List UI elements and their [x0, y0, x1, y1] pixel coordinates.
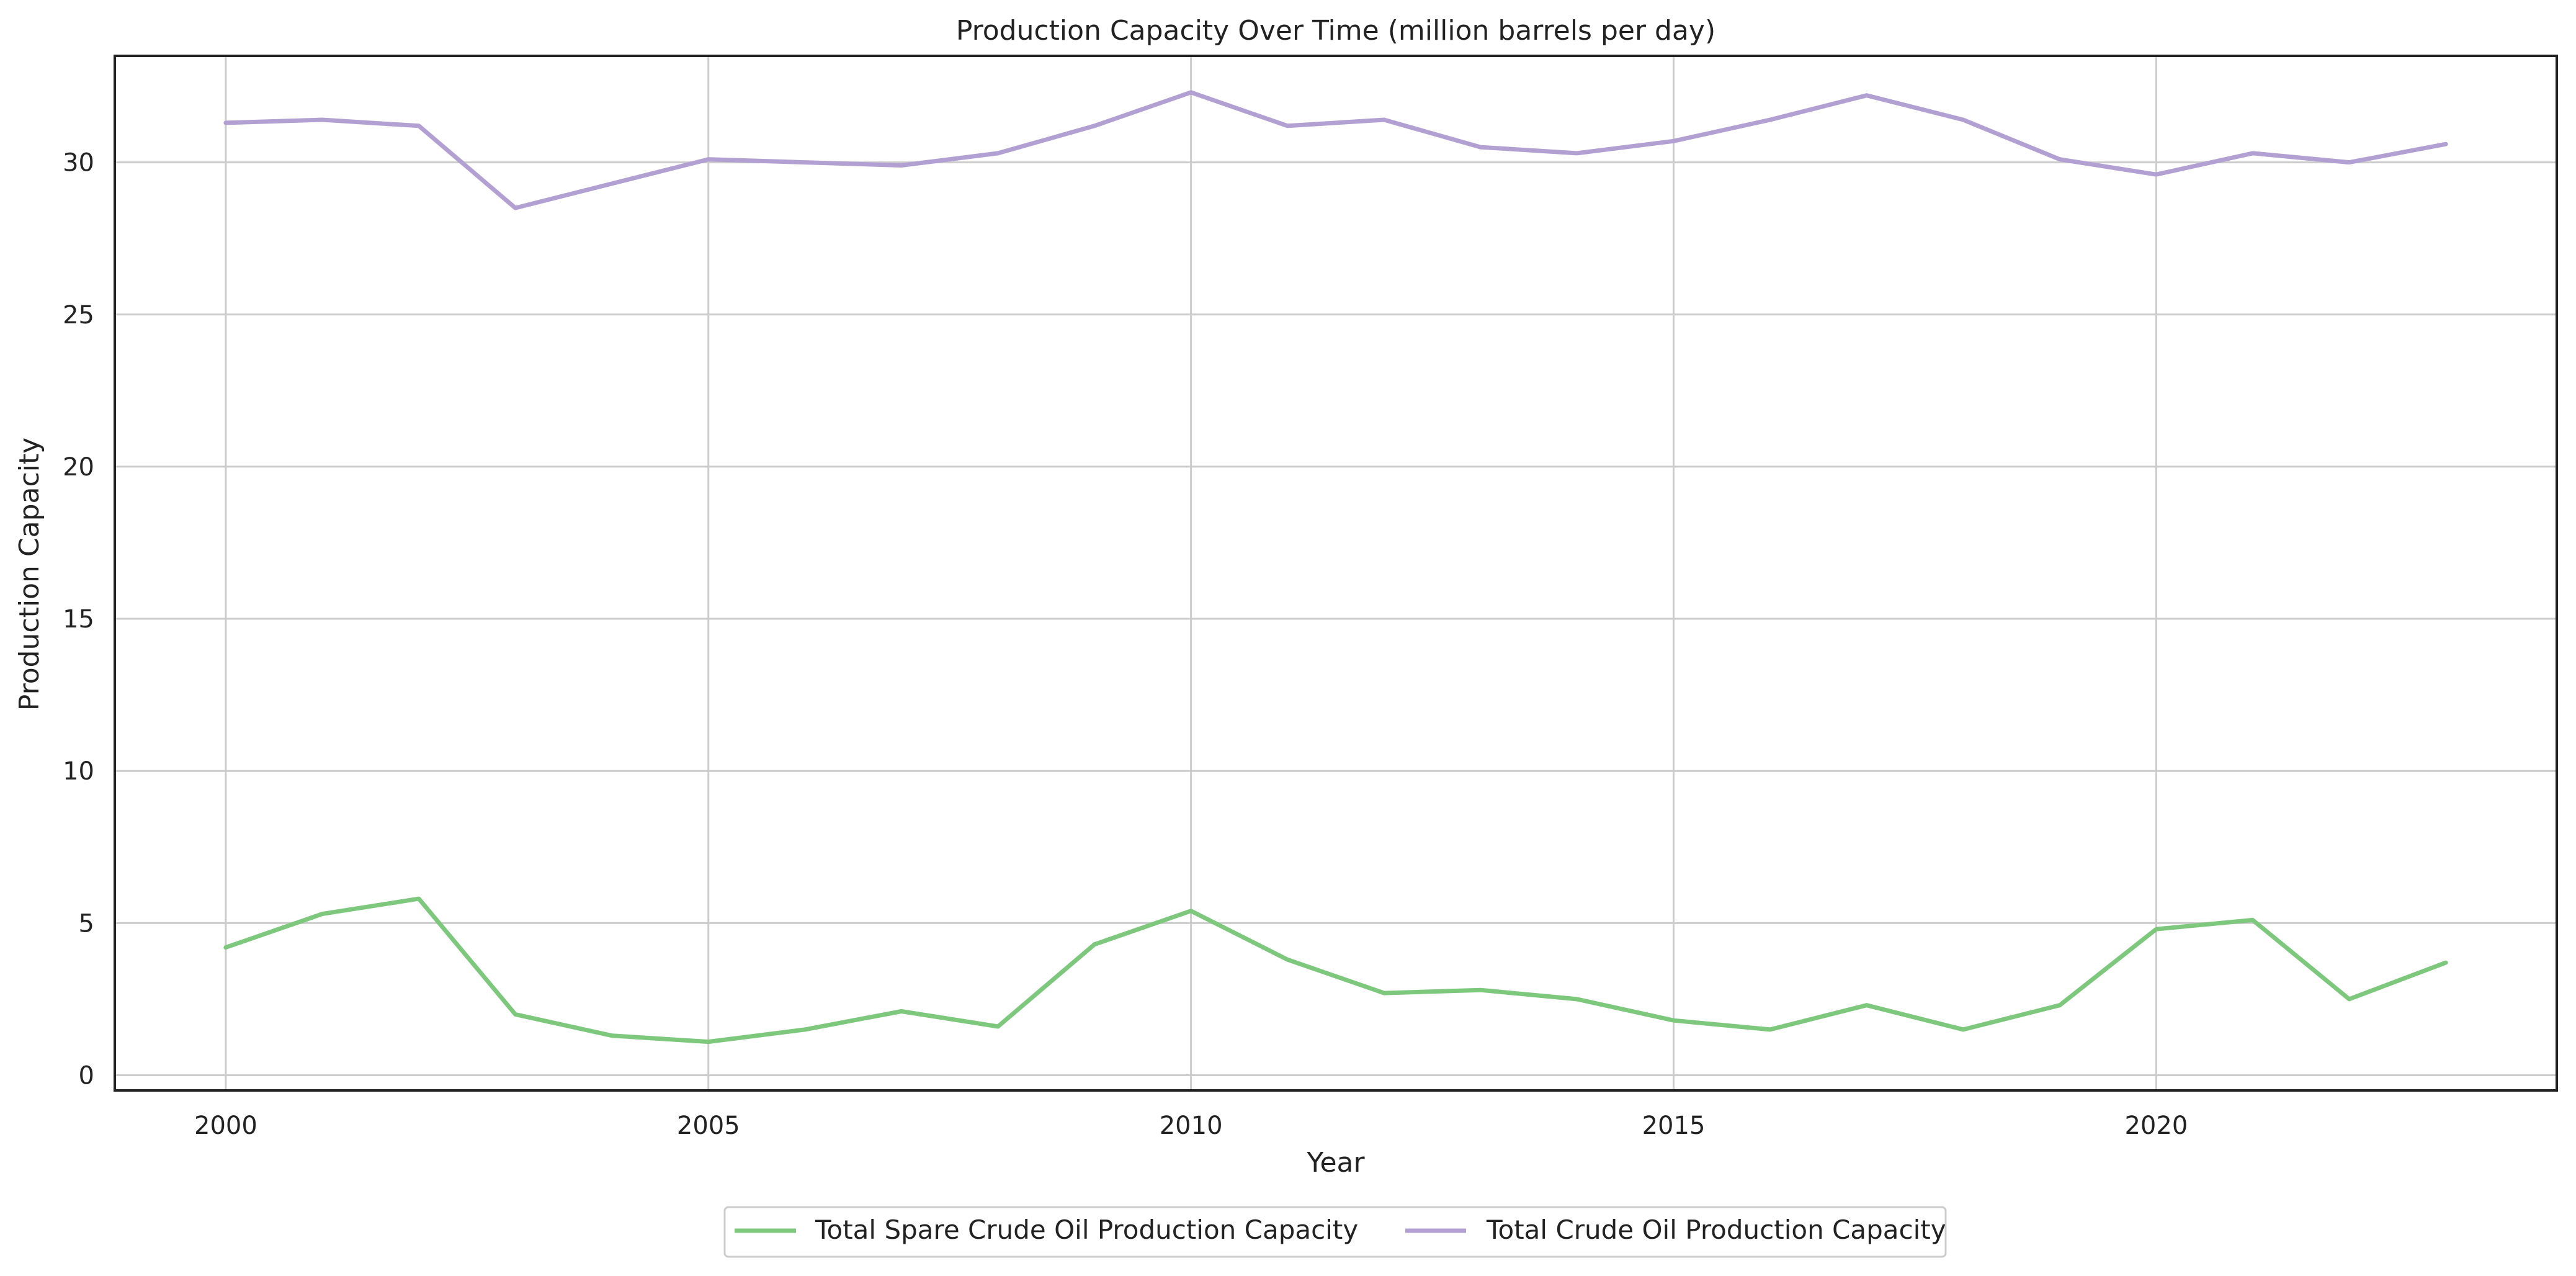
x-tick-label-2020: 2020: [2124, 1112, 2188, 1140]
series-lines: [223, 90, 2448, 1045]
x-tick-labels: 2000 2005 2010 2015 2020: [194, 1112, 2188, 1140]
x-tick-label-2005: 2005: [677, 1112, 740, 1140]
series-line-0: [223, 896, 2448, 1045]
legend-item-spare: Total Spare Crude Oil Production Capacit…: [735, 1215, 1358, 1245]
legend: Total Spare Crude Oil Production Capacit…: [723, 1206, 1947, 1258]
x-tick-label-2000: 2000: [194, 1112, 257, 1140]
y-tick-label-30: 30: [63, 149, 94, 177]
y-tick-label-0: 0: [79, 1061, 94, 1090]
y-tick-label-20: 20: [63, 453, 94, 482]
y-tick-label-15: 15: [63, 605, 94, 634]
plot-frame: [114, 55, 2558, 1092]
x-tick-label-2010: 2010: [1160, 1112, 1223, 1140]
x-axis-label: Year: [1306, 1147, 1365, 1179]
y-axis-label: Production Capacity: [14, 438, 45, 711]
chart-title: Production Capacity Over Time (million b…: [956, 15, 1715, 47]
legend-label-total: Total Crude Oil Production Capacity: [1486, 1215, 1946, 1245]
grid: [115, 56, 2557, 1090]
y-tick-label-5: 5: [79, 909, 94, 938]
legend-box: [723, 1206, 1947, 1258]
x-tick-label-2015: 2015: [1642, 1112, 1706, 1140]
y-tick-labels: 0 5 10 15 20 25 30: [63, 149, 94, 1090]
y-tick-label-25: 25: [63, 301, 94, 330]
legend-label-spare: Total Spare Crude Oil Production Capacit…: [815, 1215, 1358, 1245]
y-tick-label-10: 10: [63, 757, 94, 786]
series-line-1: [223, 90, 2448, 210]
legend-item-total: Total Crude Oil Production Capacity: [1405, 1215, 1946, 1245]
